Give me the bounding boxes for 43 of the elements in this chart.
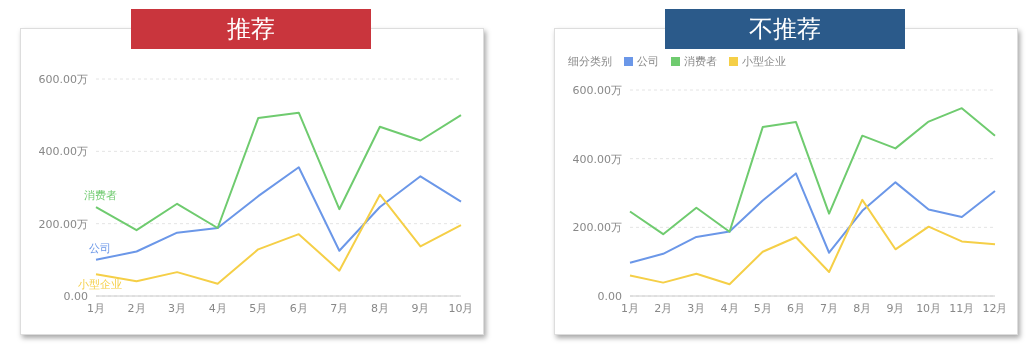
x-tick-label: 7月 — [820, 301, 839, 315]
x-tick-label: 2月 — [654, 301, 673, 315]
y-tick-label: 0.00 — [63, 289, 88, 303]
series-label: 公司 — [89, 241, 111, 255]
y-tick-label: 200.00万 — [38, 217, 88, 231]
x-tick-label: 2月 — [127, 301, 146, 315]
legend-title: 细分类别 — [568, 54, 612, 69]
x-tick-label: 1月 — [621, 301, 639, 315]
x-tick-label: 4月 — [208, 301, 227, 315]
legend-label: 小型企业 — [741, 54, 786, 69]
series-label: 小型企业 — [78, 278, 122, 292]
series-label: 消费者 — [83, 189, 117, 203]
line-series — [95, 111, 462, 232]
legend-label: 消费者 — [683, 54, 717, 69]
y-tick-label: 200.00万 — [572, 221, 622, 235]
x-tick-label: 9月 — [411, 301, 430, 315]
x-tick-label: 12月 — [982, 301, 1008, 315]
x-tick-label: 5月 — [753, 301, 772, 315]
x-tick-label: 10月 — [916, 301, 942, 315]
chart-title: 不推荐 — [665, 9, 905, 49]
x-tick-label: 8月 — [370, 301, 389, 315]
y-tick-label: 600.00万 — [572, 83, 622, 97]
line-series — [629, 172, 996, 264]
x-tick-label: 6月 — [289, 301, 308, 315]
y-tick-label: 400.00万 — [572, 152, 622, 166]
x-tick-label: 3月 — [687, 301, 706, 315]
x-tick-label: 10月 — [448, 301, 474, 315]
x-tick-label: 8月 — [853, 301, 872, 315]
line-series — [629, 198, 996, 286]
x-tick-label: 5月 — [249, 301, 268, 315]
x-tick-label: 6月 — [786, 301, 805, 315]
x-tick-label: 1月 — [87, 301, 105, 315]
y-tick-label: 600.00万 — [38, 72, 88, 86]
legend-label: 公司 — [636, 54, 659, 69]
line-series — [629, 107, 996, 236]
x-tick-label: 4月 — [720, 301, 739, 315]
chart-title: 推荐 — [131, 9, 371, 49]
x-tick-label: 3月 — [168, 301, 187, 315]
x-tick-label: 11月 — [949, 301, 975, 315]
y-tick-label: 0.00 — [597, 289, 622, 303]
x-tick-label: 7月 — [330, 301, 349, 315]
x-tick-label: 9月 — [886, 301, 905, 315]
y-tick-label: 400.00万 — [38, 145, 88, 159]
